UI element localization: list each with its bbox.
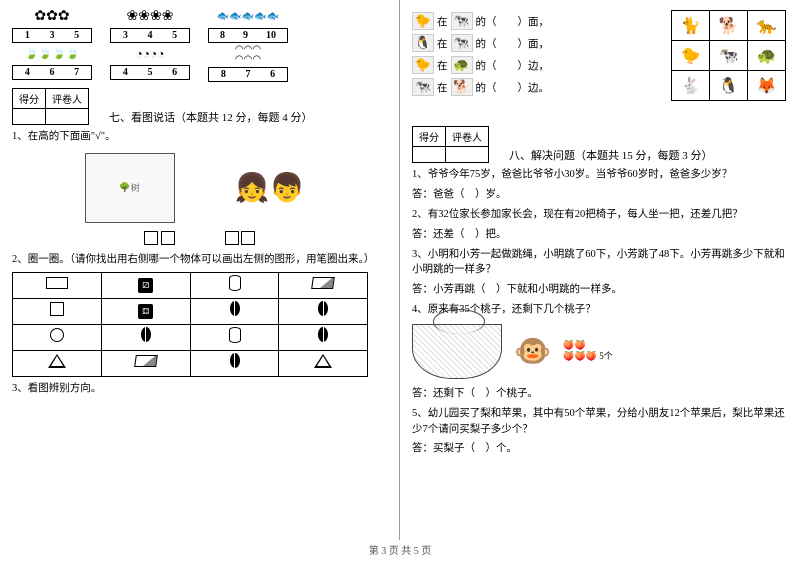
worksheet-page: ✿✿✿ 135 🍃🍃🍃🍃 467 ❀❀❀❀ 345 ◔◔◔◔ 456 🐟🐟🐟🐟🐟… [0, 0, 800, 540]
basket-icon [412, 324, 502, 379]
bean-icon[interactable] [190, 298, 279, 324]
grid-cell: 🐆 [748, 11, 786, 41]
position-line: 🐤在🐢的（ ）边， [412, 56, 619, 74]
q8-1-text: 1、爷爷今年75岁，爸爸比爷爷小30岁。当爷爷60岁时，爸爸多少岁？ [412, 167, 788, 183]
checkbox[interactable] [144, 231, 158, 245]
triangle-icon[interactable] [279, 350, 368, 376]
pic-group-1: ✿✿✿ 135 🍃🍃🍃🍃 467 [12, 8, 92, 82]
triangle-icon [13, 350, 102, 376]
bean-icon[interactable] [190, 350, 279, 376]
num-box: 876 [208, 67, 288, 82]
section-7-title: 七、看图说话（本题共 12 分，每题 4 分） [109, 109, 313, 125]
page-footer: 第 3 页 共 5 页 [0, 540, 800, 557]
num-box: 456 [110, 65, 190, 80]
animal-icon: 🐕 [451, 78, 473, 96]
score-section-8: 得分评卷人 八、解决问题（本题共 15 分，每题 3 分） [412, 126, 788, 163]
score-table: 得分评卷人 [12, 88, 89, 125]
position-line: 🐄在🐕的（ ）边。 [412, 78, 619, 96]
position-line: 🐧在🐄的（ ）面， [412, 34, 619, 52]
dice-icon[interactable]: ⚃ [101, 298, 190, 324]
grid-cell: 🐄 [710, 41, 748, 71]
cuboid-icon[interactable] [101, 350, 190, 376]
num-box: 135 [12, 28, 92, 43]
grid-cell: 🦊 [748, 71, 786, 101]
q7-1-images: 🌳树 👧👦 [12, 153, 387, 223]
cylinder-icon[interactable] [190, 272, 279, 298]
tree-illustration: 🌳树 [85, 153, 175, 223]
animal-icon: 🐤 [412, 56, 434, 74]
q8-3-text: 3、小明和小芳一起做跳绳，小明跳了60下，小芳跳了48下。小芳再跳多少下就和小明… [412, 247, 788, 279]
grid-cell: 🐤 [672, 41, 710, 71]
score-cell[interactable] [13, 109, 46, 125]
grid-cell: 🐈 [672, 11, 710, 41]
grader-cell[interactable] [446, 147, 489, 163]
animal-icon: 🐄 [412, 78, 434, 96]
grader-cell[interactable] [46, 109, 89, 125]
grid-cell: 🐇 [672, 71, 710, 101]
section-8-title: 八、解决问题（本题共 15 分，每题 3 分） [509, 147, 713, 163]
q8-4-answer[interactable]: 答：还剩下（ ）个桃子。 [412, 385, 788, 400]
basket-illustration: 🐵 🍑🍑🍑🍑🍑 5个 [412, 324, 788, 379]
bean-icon[interactable] [101, 324, 190, 350]
right-column: 🐤在🐄的（ ）面， 🐧在🐄的（ ）面， 🐤在🐢的（ ）边， 🐄在🐕的（ ）边。 … [400, 0, 800, 540]
q7-3-text: 3、看图辨别方向。 [12, 381, 387, 397]
table-row: ⚃ [13, 298, 368, 324]
animal-grid: 🐈🐕🐆 🐤🐄🐢 🐇🐧🦊 [671, 10, 786, 101]
checkbox[interactable] [225, 231, 239, 245]
counting-pictures: ✿✿✿ 135 🍃🍃🍃🍃 467 ❀❀❀❀ 345 ◔◔◔◔ 456 🐟🐟🐟🐟🐟… [12, 8, 387, 82]
q8-5-answer[interactable]: 答：买梨子（ ）个。 [412, 440, 788, 455]
cylinder-icon[interactable] [190, 324, 279, 350]
checkbox[interactable] [161, 231, 175, 245]
num-box: 467 [12, 65, 92, 80]
q8-5-text: 5、幼儿园买了梨和苹果，其中有50个苹果，分给小朋友12个苹果后，梨比苹果还少7… [412, 406, 788, 438]
num-box: 345 [110, 28, 190, 43]
pic-group-3: 🐟🐟🐟🐟🐟 8910 ◠◠◠◠◠◠ 876 [208, 8, 288, 82]
animal-icon: 🐄 [451, 34, 473, 52]
checkbox-row [12, 231, 387, 248]
score-table: 得分评卷人 [412, 126, 489, 163]
dice-icon[interactable]: ⚂ [101, 272, 190, 298]
table-row [13, 324, 368, 350]
position-block: 🐤在🐄的（ ）面， 🐧在🐄的（ ）面， 🐤在🐢的（ ）边， 🐄在🐕的（ ）边。 [412, 12, 619, 96]
square-icon [13, 298, 102, 324]
grader-label: 评卷人 [446, 127, 489, 147]
animal-icon: 🐄 [451, 12, 473, 30]
checkbox[interactable] [241, 231, 255, 245]
bean-icon[interactable] [279, 298, 368, 324]
shape-match-table: ⚂ ⚃ [12, 272, 368, 377]
monkey-icon: 🐵 [514, 334, 551, 369]
score-label: 得分 [413, 127, 446, 147]
position-line: 🐤在🐄的（ ）面， [412, 12, 619, 30]
q7-1-text: 1、在高的下面画"√"。 [12, 129, 387, 145]
q8-2-answer[interactable]: 答：还差（ ）把。 [412, 226, 788, 241]
q8-1-answer[interactable]: 答：爸爸（ ）岁。 [412, 186, 788, 201]
table-row [13, 350, 368, 376]
grader-label: 评卷人 [46, 89, 89, 109]
circle-icon [13, 324, 102, 350]
score-section-7: 得分评卷人 七、看图说话（本题共 12 分，每题 4 分） [12, 88, 387, 125]
bean-icon[interactable] [279, 324, 368, 350]
table-row: ⚂ [13, 272, 368, 298]
pic-group-2: ❀❀❀❀ 345 ◔◔◔◔ 456 [110, 8, 190, 82]
left-column: ✿✿✿ 135 🍃🍃🍃🍃 467 ❀❀❀❀ 345 ◔◔◔◔ 456 🐟🐟🐟🐟🐟… [0, 0, 400, 540]
peach-group: 🍑🍑🍑🍑🍑 5个 [563, 340, 612, 362]
grid-cell: 🐢 [748, 41, 786, 71]
q8-2-text: 2、有32位家长参加家长会，现在有20把椅子，每人坐一把，还差几把？ [412, 207, 788, 223]
cuboid-icon[interactable] [279, 272, 368, 298]
grid-cell: 🐧 [710, 71, 748, 101]
animal-icon: 🐧 [412, 34, 434, 52]
grid-cell: 🐕 [710, 11, 748, 41]
animal-icon: 🐤 [412, 12, 434, 30]
people-illustration: 👧👦 [225, 153, 315, 223]
q8-3-answer[interactable]: 答：小芳再跳（ ）下就和小明跳的一样多。 [412, 281, 788, 296]
animal-icon: 🐢 [451, 56, 473, 74]
q7-2-text: 2、圈一圈。（请你找出用右侧哪一个物体可以画出左侧的图形，用笔圈出来。） [12, 252, 387, 268]
rect-icon [13, 272, 102, 298]
num-box: 8910 [208, 28, 288, 43]
score-label: 得分 [13, 89, 46, 109]
score-cell[interactable] [413, 147, 446, 163]
